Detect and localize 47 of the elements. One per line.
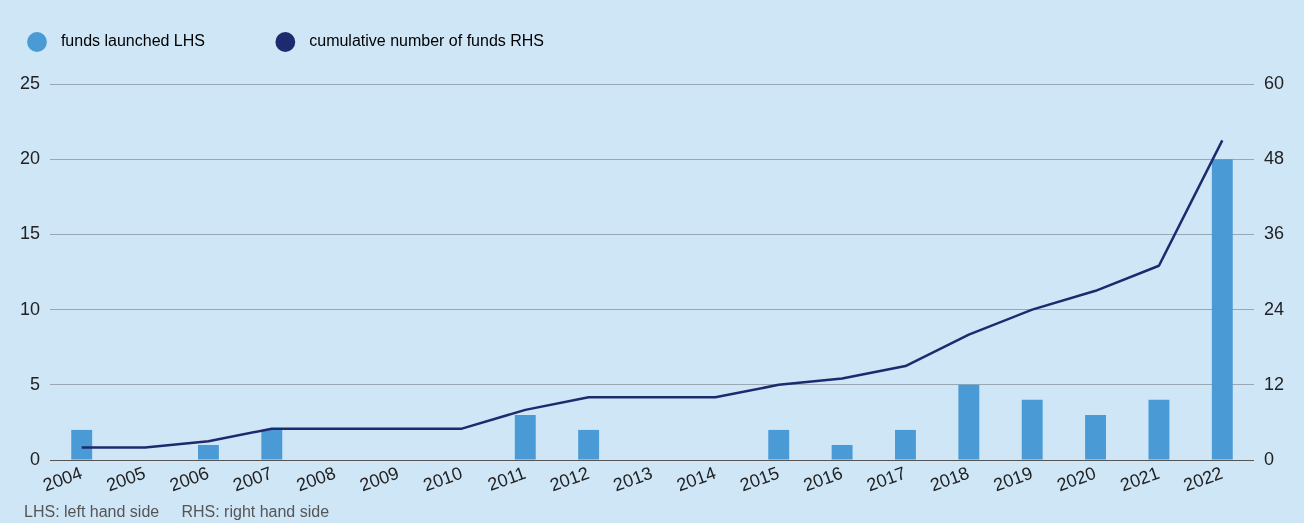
x-tick-label: 2014 <box>673 462 719 496</box>
y2-tick-label: 48 <box>1263 148 1285 169</box>
bar <box>197 444 219 460</box>
x-tick-label: 2021 <box>1117 462 1162 496</box>
y-tick-label: 20 <box>19 148 41 169</box>
x-tick-label: 2017 <box>864 462 909 496</box>
bar <box>578 429 600 460</box>
x-tick-label: 2018 <box>927 462 972 496</box>
bar <box>1211 159 1233 460</box>
x-tick-label: 2006 <box>167 462 212 496</box>
bar <box>831 444 853 460</box>
y2-tick-label: 0 <box>1263 448 1274 469</box>
bar <box>514 414 536 460</box>
y-tick-label: 15 <box>19 223 41 244</box>
x-tick-label: 2012 <box>547 462 592 496</box>
y-tick-label: 10 <box>19 298 41 319</box>
bar <box>895 429 916 460</box>
text: LHS: left hand side RHS: right hand side <box>24 503 330 521</box>
x-tick-label: 2011 <box>485 462 529 495</box>
x-tick-label: 2020 <box>1054 462 1099 496</box>
x-tick-label: 2016 <box>800 462 846 496</box>
bar <box>1085 414 1107 460</box>
x-tick-label: 2013 <box>610 462 656 496</box>
x-tick-label: 2004 <box>40 462 85 496</box>
bar <box>768 429 790 460</box>
x-tick-label: 2008 <box>293 462 339 496</box>
x-tick-label: 2015 <box>737 462 782 496</box>
bar <box>71 429 93 460</box>
x-tick-label: 2007 <box>230 462 275 496</box>
legend-label: funds launched LHS <box>52 32 259 50</box>
bar <box>261 429 283 460</box>
bar <box>958 384 980 460</box>
bar <box>1021 399 1043 460</box>
legend-label: cumulative number of funds RHS <box>300 32 598 50</box>
y2-tick-label: 24 <box>1263 298 1285 319</box>
x-tick-label: 2019 <box>990 462 1036 496</box>
bar <box>1148 399 1170 460</box>
y2-tick-label: 60 <box>1263 72 1285 93</box>
x-tick-label: 2009 <box>357 462 402 496</box>
y-tick-label: 0 <box>30 448 41 469</box>
y-tick-label: 5 <box>30 373 41 394</box>
y-tick-label: 25 <box>19 72 41 93</box>
x-tick-label: 2005 <box>103 462 149 496</box>
x-tick-label: 2010 <box>420 462 465 496</box>
x-tick-label: 2022 <box>1180 462 1226 496</box>
y2-tick-label: 36 <box>1263 223 1285 244</box>
y2-tick-label: 12 <box>1263 373 1285 394</box>
